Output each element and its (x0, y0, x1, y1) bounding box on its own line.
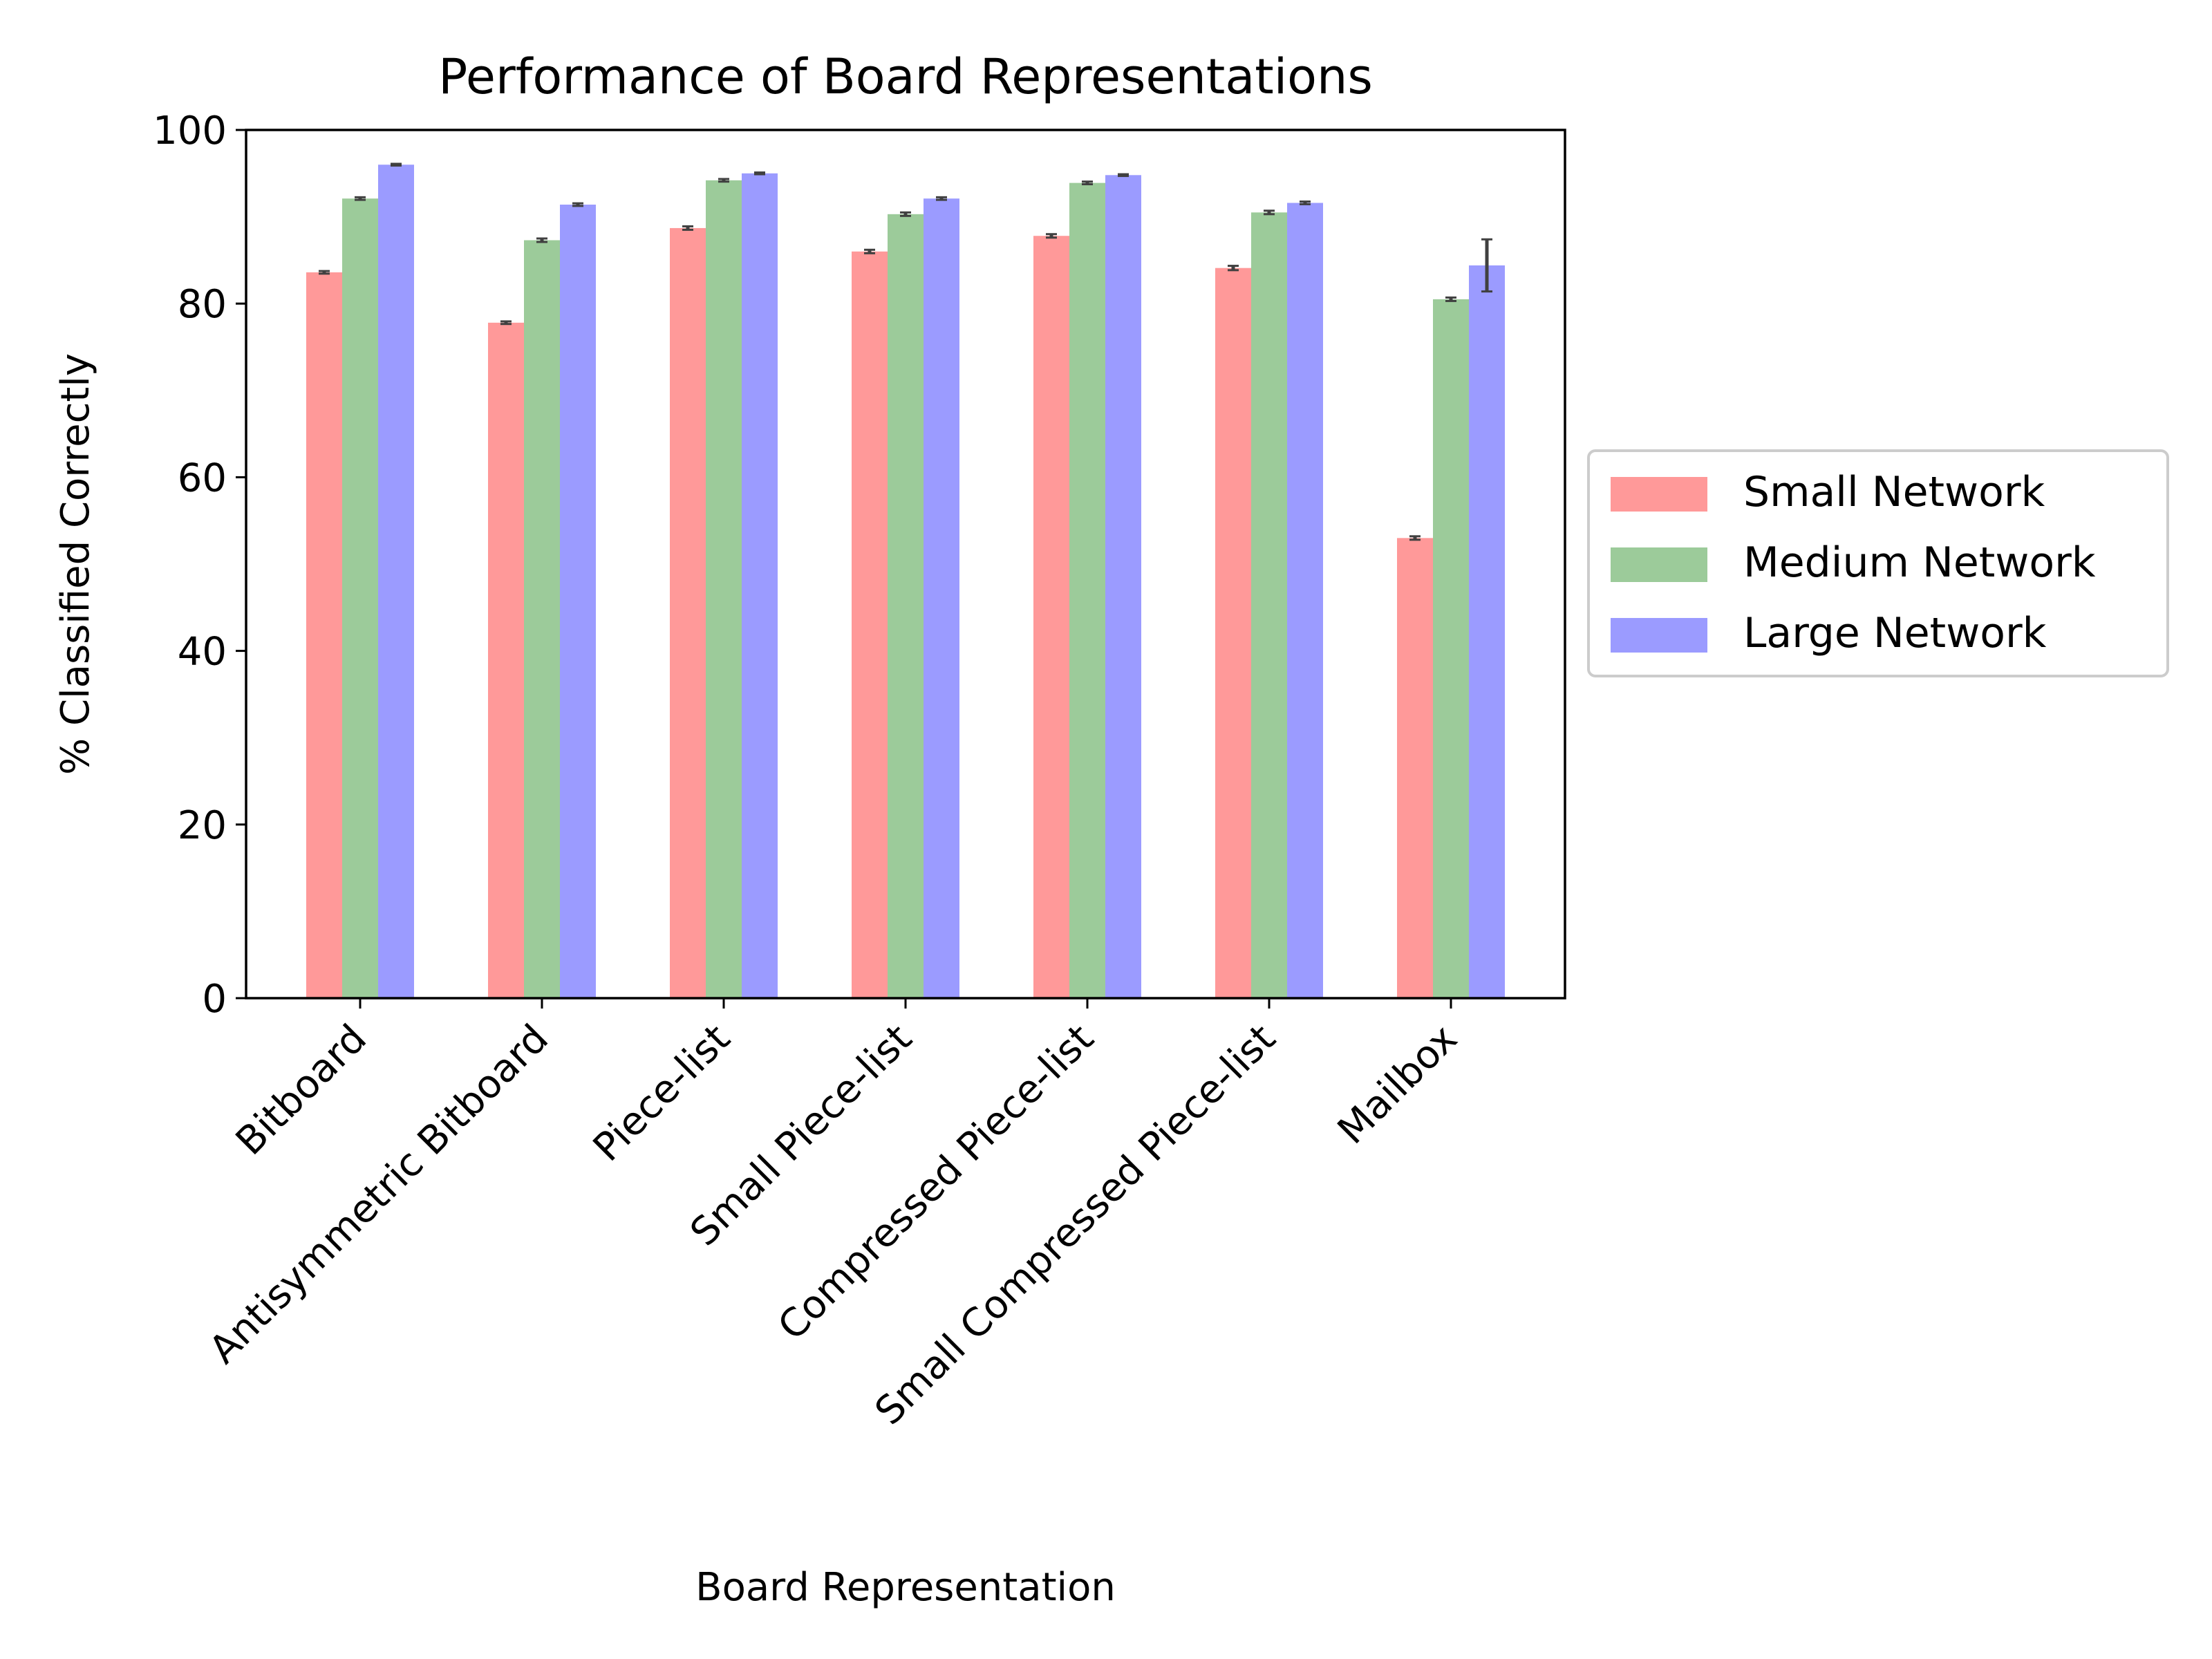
x-tick-label-mailbox: Mailbox (1329, 1016, 1466, 1153)
x-tick-label-compressed-piece-list: Compressed Piece-list (769, 1016, 1103, 1349)
x-tick-label-bitboard: Bitboard (227, 1016, 375, 1164)
x-tick-label-piece-list: Piece-list (585, 1016, 739, 1170)
x-tick-label-antisymmetric-bitboard: Antisymmetric Bitboard (200, 1016, 556, 1372)
legend-swatch-medium-network (1611, 547, 1707, 582)
bar-medium-network-bitboard (342, 198, 378, 998)
bar-small-network-piece-list (670, 227, 706, 999)
y-tick-label-60: 60 (178, 456, 227, 500)
bar-large-network-mailbox (1469, 265, 1505, 998)
x-axis-label: Board Representation (695, 1565, 1116, 1610)
bar-large-network-small-piece-list (924, 198, 959, 998)
legend-label-medium-network: Medium Network (1743, 538, 2096, 587)
bar-medium-network-compressed-piece-list (1069, 182, 1105, 999)
bar-small-network-compressed-piece-list (1033, 236, 1069, 999)
y-tick-label-0: 0 (202, 977, 227, 1022)
y-axis: 0 20 40 60 80 100 (153, 109, 246, 1022)
bar-small-network-small-piece-list (852, 251, 888, 999)
legend: Small Network Medium Network Large Network (1587, 449, 2169, 677)
bar-large-network-small-compressed-piece-list (1287, 203, 1323, 998)
x-tick-label-small-compressed-piece-list: Small Compressed Piece-list (867, 1016, 1284, 1434)
legend-label-small-network: Small Network (1743, 468, 2045, 516)
bar-small-network-small-compressed-piece-list (1215, 268, 1251, 999)
bar-large-network-compressed-piece-list (1105, 175, 1141, 998)
bar-large-network-antisymmetric-bitboard (560, 205, 596, 998)
bar-medium-network-mailbox (1433, 299, 1469, 998)
bar-small-network-antisymmetric-bitboard (488, 322, 524, 998)
y-tick-label-100: 100 (153, 109, 227, 153)
bar-medium-network-antisymmetric-bitboard (524, 240, 560, 999)
y-tick-label-80: 80 (178, 282, 227, 327)
legend-label-large-network: Large Network (1743, 609, 2047, 657)
bar-large-network-bitboard (378, 165, 414, 999)
y-axis-label: % Classified Correctly (53, 353, 98, 775)
chart-title: Performance of Board Representations (438, 48, 1373, 105)
bar-medium-network-small-piece-list (888, 214, 924, 998)
legend-frame (1587, 449, 2169, 677)
bar-large-network-piece-list (742, 173, 778, 998)
legend-swatch-large-network (1611, 618, 1707, 653)
y-tick-label-40: 40 (178, 630, 227, 675)
error-bars-layer (319, 162, 1492, 541)
bar-small-network-mailbox (1397, 538, 1433, 998)
bar-medium-network-piece-list (706, 180, 742, 998)
bars-layer (306, 165, 1505, 999)
bar-medium-network-small-compressed-piece-list (1251, 212, 1287, 998)
y-tick-label-20: 20 (178, 803, 227, 848)
legend-swatch-small-network (1611, 477, 1707, 512)
bar-small-network-bitboard (306, 272, 342, 998)
